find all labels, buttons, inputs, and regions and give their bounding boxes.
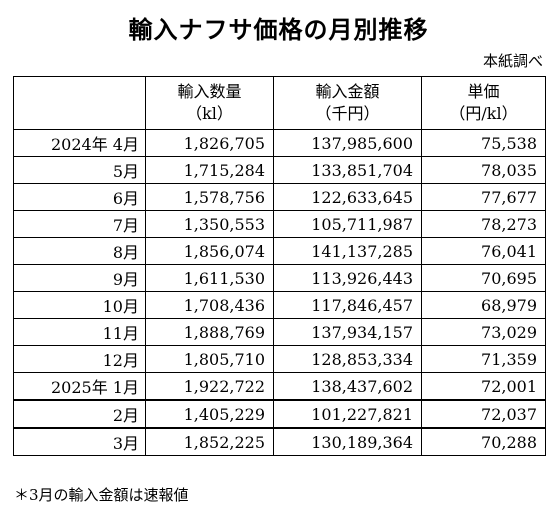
cell-price: 70,695: [421, 264, 546, 292]
cell-amount: 117,846,457: [273, 291, 422, 319]
cell-volume: 1,856,074: [145, 237, 274, 265]
header-price-line1: 単価: [467, 82, 500, 101]
naphtha-price-table: 輸入数量 （kl） 輸入金額 （千円） 単価 （円/kl） 2024年 4月 1…: [13, 76, 546, 456]
header-price: 単価 （円/kl）: [421, 76, 546, 130]
cell-period: 2月: [13, 399, 146, 429]
cell-period: 5月: [13, 156, 146, 184]
table-row: 10月 1,708,436 117,846,457 68,979: [13, 291, 546, 319]
cell-period: 2025年 1月: [13, 372, 146, 401]
cell-amount: 137,985,600: [273, 129, 422, 157]
cell-amount: 122,633,645: [273, 183, 422, 211]
header-volume-line2: （kl）: [186, 104, 233, 123]
cell-period: 9月: [13, 264, 146, 292]
cell-volume: 1,888,769: [145, 318, 274, 346]
cell-price: 73,029: [421, 318, 546, 346]
cell-volume: 1,805,710: [145, 345, 274, 373]
header-volume-line1: 輸入数量: [177, 82, 242, 101]
header-price-line2: （円/kl）: [449, 104, 518, 123]
cell-amount: 138,437,602: [273, 372, 422, 401]
header-amount-line2: （千円）: [315, 104, 380, 123]
cell-amount: 128,853,334: [273, 345, 422, 373]
cell-volume: 1,708,436: [145, 291, 274, 319]
cell-volume: 1,611,530: [145, 264, 274, 292]
cell-price: 72,037: [421, 399, 546, 429]
cell-price: 72,001: [421, 372, 546, 401]
table-row: 6月 1,578,756 122,633,645 77,677: [13, 183, 546, 211]
source-label: 本紙調べ: [482, 52, 543, 70]
cell-amount: 130,189,364: [273, 427, 422, 456]
table-row: 7月 1,350,553 105,711,987 78,273: [13, 210, 546, 238]
table-row: 3月 1,852,225 130,189,364 70,288: [13, 427, 546, 456]
page-title: 輸入ナフサ価格の月別推移: [128, 16, 429, 44]
cell-period: 2024年 4月: [13, 129, 146, 157]
table-row: 9月 1,611,530 113,926,443 70,695: [13, 264, 546, 292]
cell-volume: 1,826,705: [145, 129, 274, 157]
cell-volume: 1,350,553: [145, 210, 274, 238]
header-period: [13, 76, 146, 130]
cell-price: 68,979: [421, 291, 546, 319]
cell-period: 6月: [13, 183, 146, 211]
table-row: 2025年 1月 1,922,722 138,437,602 72,001: [13, 372, 546, 401]
header-amount-line1: 輸入金額: [315, 82, 380, 101]
cell-price: 70,288: [421, 427, 546, 456]
cell-volume: 1,922,722: [145, 372, 274, 401]
cell-volume: 1,578,756: [145, 183, 274, 211]
cell-volume: 1,715,284: [145, 156, 274, 184]
cell-price: 78,273: [421, 210, 546, 238]
table-row: 11月 1,888,769 137,934,157 73,029: [13, 318, 546, 346]
cell-price: 77,677: [421, 183, 546, 211]
table-row: 8月 1,856,074 141,137,285 76,041: [13, 237, 546, 265]
table-row: 5月 1,715,284 133,851,704 78,035: [13, 156, 546, 184]
table-header-row: 輸入数量 （kl） 輸入金額 （千円） 単価 （円/kl）: [13, 76, 546, 130]
cell-period: 10月: [13, 291, 146, 319]
cell-price: 71,359: [421, 345, 546, 373]
cell-period: 11月: [13, 318, 146, 346]
header-amount: 輸入金額 （千円）: [273, 76, 422, 130]
table-row: 12月 1,805,710 128,853,334 71,359: [13, 345, 546, 373]
cell-period: 3月: [13, 427, 146, 456]
cell-amount: 141,137,285: [273, 237, 422, 265]
table-row: 2月 1,405,229 101,227,821 72,037: [13, 399, 546, 429]
header-volume: 輸入数量 （kl）: [145, 76, 274, 130]
cell-amount: 133,851,704: [273, 156, 422, 184]
cell-amount: 113,926,443: [273, 264, 422, 292]
cell-price: 75,538: [421, 129, 546, 157]
cell-amount: 105,711,987: [273, 210, 422, 238]
table-row: 2024年 4月 1,826,705 137,985,600 75,538: [13, 129, 546, 157]
cell-period: 8月: [13, 237, 146, 265]
cell-period: 12月: [13, 345, 146, 373]
cell-period: 7月: [13, 210, 146, 238]
footnote: ＊3月の輸入金額は速報値: [14, 486, 189, 504]
cell-price: 76,041: [421, 237, 546, 265]
cell-amount: 137,934,157: [273, 318, 422, 346]
cell-amount: 101,227,821: [273, 399, 422, 429]
cell-volume: 1,852,225: [145, 427, 274, 456]
cell-price: 78,035: [421, 156, 546, 184]
cell-volume: 1,405,229: [145, 399, 274, 429]
